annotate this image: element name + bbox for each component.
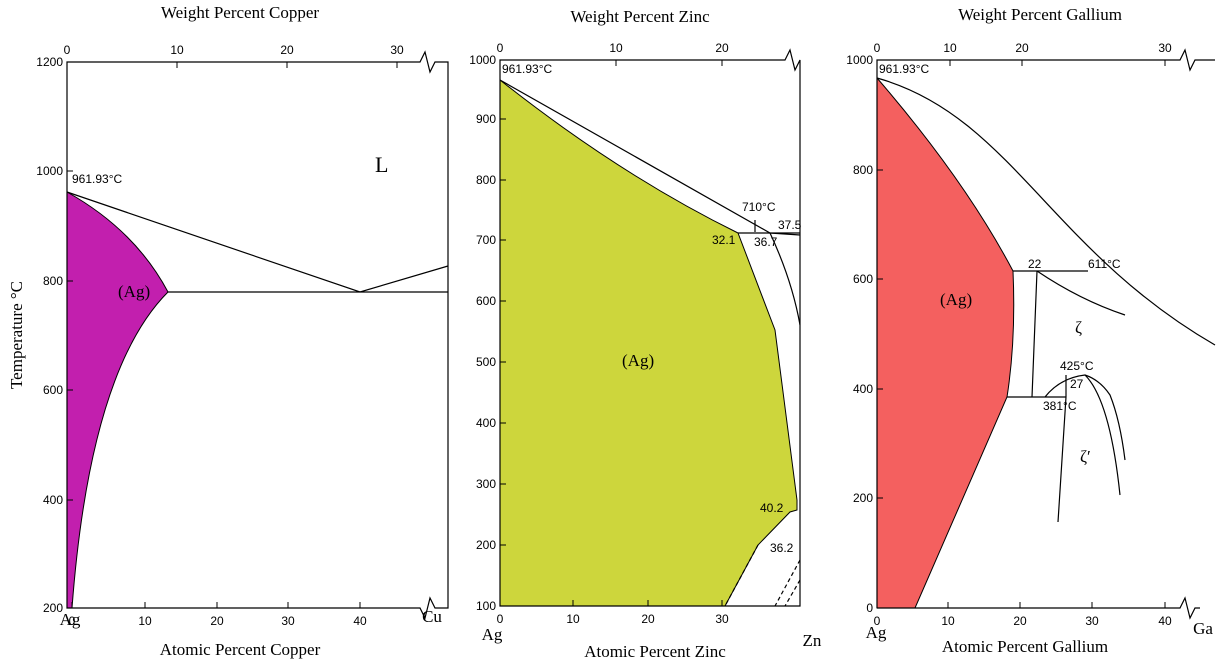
bottom-tick-label: 20 — [1013, 614, 1027, 628]
top-title: Weight Percent Copper — [161, 3, 320, 22]
annotation: (Ag) — [940, 290, 972, 309]
ag-phase-region — [66, 191, 169, 609]
bottom-tick-label: 30 — [715, 612, 729, 626]
left-element: Ag — [866, 623, 887, 642]
bottom-tick-label: 40 — [1158, 614, 1172, 628]
top-tick-label: 0 — [497, 41, 504, 55]
y-tick-label: 100 — [476, 599, 496, 613]
bottom-title: Atomic Percent Gallium — [942, 637, 1108, 656]
y-tick-label: 400 — [476, 416, 496, 430]
right-element: Ga — [1193, 619, 1213, 638]
bottom-tick-label: 20 — [641, 612, 655, 626]
annotation: L — [375, 152, 388, 177]
y-tick-label: 300 — [476, 477, 496, 491]
annotation: 425°C — [1060, 359, 1094, 373]
annotation: 710°C — [742, 200, 776, 214]
y-axis-title: Temperature °C — [7, 281, 26, 389]
top-tick-label: 20 — [715, 41, 729, 55]
y-tick-label: 700 — [476, 233, 496, 247]
bottom-tick-label: 0 — [497, 612, 504, 626]
y-tick-label: 0 — [866, 601, 873, 615]
bottom-tick-label: 10 — [566, 612, 580, 626]
frame — [499, 48, 801, 607]
annotation: 36.2 — [770, 541, 794, 555]
panel-copper — [66, 50, 449, 620]
annotation: 37.5 — [778, 218, 802, 232]
y-tick-label: 1000 — [846, 53, 873, 67]
y-tick-label: 1000 — [36, 164, 63, 178]
bottom-tick-label: 40 — [353, 614, 367, 628]
y-tick-label: 200 — [853, 491, 873, 505]
dashed-lines — [724, 544, 801, 607]
y-tick-label: 800 — [476, 173, 496, 187]
top-tick-label: 10 — [943, 41, 957, 55]
top-tick-label: 30 — [390, 43, 404, 57]
annotation: 961.93°C — [72, 172, 123, 186]
y-tick-label: 200 — [476, 538, 496, 552]
top-tick-label: 20 — [1015, 41, 1029, 55]
y-tick-label: 1000 — [469, 53, 496, 67]
annotation: 27 — [1070, 377, 1084, 391]
annotation: 36.7 — [754, 235, 778, 249]
top-tick-label: 30 — [1158, 41, 1172, 55]
top-title: Weight Percent Gallium — [958, 5, 1122, 24]
y-tick-label: 500 — [476, 355, 496, 369]
y-tick-label: 400 — [853, 382, 873, 396]
right-element: Cu — [422, 607, 442, 626]
top-tick-label: 10 — [609, 41, 623, 55]
right-element: Zn — [803, 631, 822, 650]
bottom-tick-label: 30 — [1085, 614, 1099, 628]
annotation: ζ′ — [1080, 447, 1091, 466]
bottom-tick-label: 0 — [69, 614, 76, 628]
annotation: (Ag) — [622, 351, 654, 370]
phase-boundaries — [1007, 270, 1126, 523]
y-tick-label: 600 — [43, 383, 63, 397]
left-element: Ag — [482, 625, 503, 644]
bottom-title: Atomic Percent Copper — [160, 640, 321, 659]
y-tick-label: 200 — [43, 601, 63, 615]
bottom-tick-label: 30 — [281, 614, 295, 628]
annotation: 611°C — [1088, 257, 1121, 271]
top-tick-label: 0 — [874, 41, 881, 55]
y-tick-label: 1200 — [36, 55, 63, 69]
ag-phase-region — [499, 78, 798, 607]
annotation: 961.93°C — [879, 62, 930, 76]
bottom-tick-label: 20 — [210, 614, 224, 628]
annotation: 961.93°C — [502, 62, 553, 76]
y-tick-label: 600 — [476, 294, 496, 308]
liquidus — [876, 77, 1216, 346]
bottom-title: Atomic Percent Zinc — [584, 642, 726, 661]
top-tick-label: 0 — [64, 43, 71, 57]
solvus — [769, 232, 801, 326]
panel-gallium — [876, 48, 1216, 620]
annotation: 381°C — [1043, 399, 1077, 413]
y-tick-label: 800 — [853, 163, 873, 177]
ag-phase-region — [876, 76, 1015, 609]
frame — [66, 50, 449, 620]
top-title: Weight Percent Zinc — [570, 7, 710, 26]
y-tick-label: 600 — [853, 272, 873, 286]
top-tick-label: 10 — [170, 43, 184, 57]
bottom-tick-label: 10 — [941, 614, 955, 628]
bottom-tick-label: 0 — [874, 614, 881, 628]
annotation: 32.1 — [712, 233, 736, 247]
y-tick-label: 800 — [43, 274, 63, 288]
annotation: (Ag) — [118, 282, 150, 301]
bottom-tick-label: 10 — [138, 614, 152, 628]
annotation: ζ — [1075, 318, 1082, 337]
panel-zinc — [499, 48, 801, 607]
y-tick-label: 900 — [476, 112, 496, 126]
annotation: 40.2 — [760, 501, 784, 515]
left-element: Ag — [60, 610, 81, 629]
annotation: 22 — [1028, 257, 1042, 271]
y-tick-label: 400 — [43, 493, 63, 507]
top-tick-label: 20 — [280, 43, 294, 57]
